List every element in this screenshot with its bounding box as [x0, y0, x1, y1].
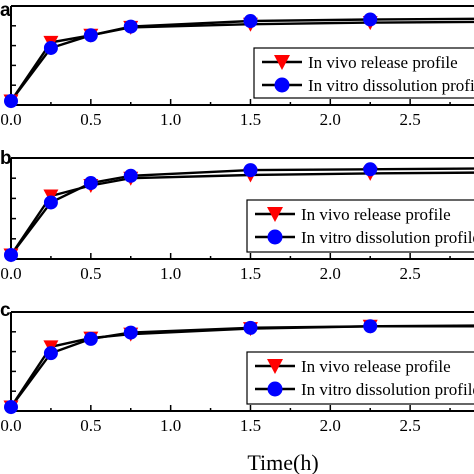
in-vitro-point: [43, 195, 58, 210]
legend-box: [246, 351, 474, 405]
legend-box: [253, 47, 474, 99]
in-vitro-point: [4, 94, 18, 109]
in-vitro-point: [363, 162, 378, 177]
x-tick-label: 2.0: [320, 264, 341, 283]
x-tick-label: 2.5: [400, 110, 421, 129]
x-tick-label: 0.0: [0, 264, 21, 283]
x-tick-label: 0.0: [0, 416, 21, 435]
x-tick-label: 1.5: [240, 110, 261, 129]
in-vitro-point: [4, 247, 18, 262]
in-vitro-point: [363, 319, 378, 334]
legend-box: [246, 199, 474, 253]
in-vitro-point: [243, 163, 258, 178]
x-tick-label: 0.5: [80, 110, 101, 129]
in-vitro-point: [243, 320, 258, 335]
legend-entry: In vitro dissolution profile: [308, 76, 474, 95]
panel-b: 0.0 0.5 1.0 1.5 2.0 2.5 b In vivo release profi…: [0, 148, 474, 283]
in-vitro-point: [83, 176, 98, 191]
in-vitro-point: [43, 346, 58, 361]
legend-entry: In vivo release profile: [308, 53, 458, 72]
in-vitro-point: [43, 40, 58, 55]
panel-a: 0.0 0.5 1.0 1.5 2.0 2.5 a In vivo release profi…: [0, 0, 474, 129]
legend-circle-icon: [274, 77, 290, 93]
legend-triangle-icon: [267, 207, 283, 222]
panel-letter-a: a: [0, 0, 11, 21]
in-vitro-point: [83, 28, 98, 43]
in-vitro-point: [123, 325, 138, 340]
x-tick-label: 1.5: [240, 264, 261, 283]
x-tick-label: 2.5: [400, 264, 421, 283]
in-vitro-point: [83, 331, 98, 346]
x-tick-label: 2.0: [320, 416, 341, 435]
x-tick-label: 1.0: [160, 110, 181, 129]
in-vitro-point: [123, 168, 138, 183]
x-tick-label: 1.0: [160, 416, 181, 435]
x-tick-label: 1.0: [160, 264, 181, 283]
legend-entry: In vitro dissolution profile: [301, 380, 474, 399]
legend-triangle-icon: [274, 55, 290, 70]
in-vitro-point: [363, 12, 378, 27]
legend-entry: In vivo release profile: [301, 205, 451, 224]
x-axis-label: Time(h): [247, 450, 318, 474]
legend-circle-icon: [267, 229, 283, 245]
x-tick-label: 2.0: [320, 110, 341, 129]
legend-entry: In vitro dissolution profile: [301, 228, 474, 247]
panel-letter-c: c: [0, 300, 11, 321]
x-tick-label: 0.0: [0, 110, 21, 129]
in-vitro-point: [123, 19, 138, 34]
panel-c: 0.0 0.5 1.0 1.5 2.0 2.5 c In vivo release profi…: [0, 300, 474, 474]
in-vitro-point: [4, 400, 18, 415]
legend-circle-icon: [267, 381, 283, 397]
in-vitro-point: [243, 14, 258, 29]
x-tick-label: 0.5: [80, 264, 101, 283]
panel-letter-b: b: [0, 148, 12, 169]
x-tick-label: 0.5: [80, 416, 101, 435]
legend-entry: In vivo release profile: [301, 357, 451, 376]
legend-triangle-icon: [267, 359, 283, 374]
x-tick-label: 1.5: [240, 416, 261, 435]
x-tick-label: 2.5: [400, 416, 421, 435]
